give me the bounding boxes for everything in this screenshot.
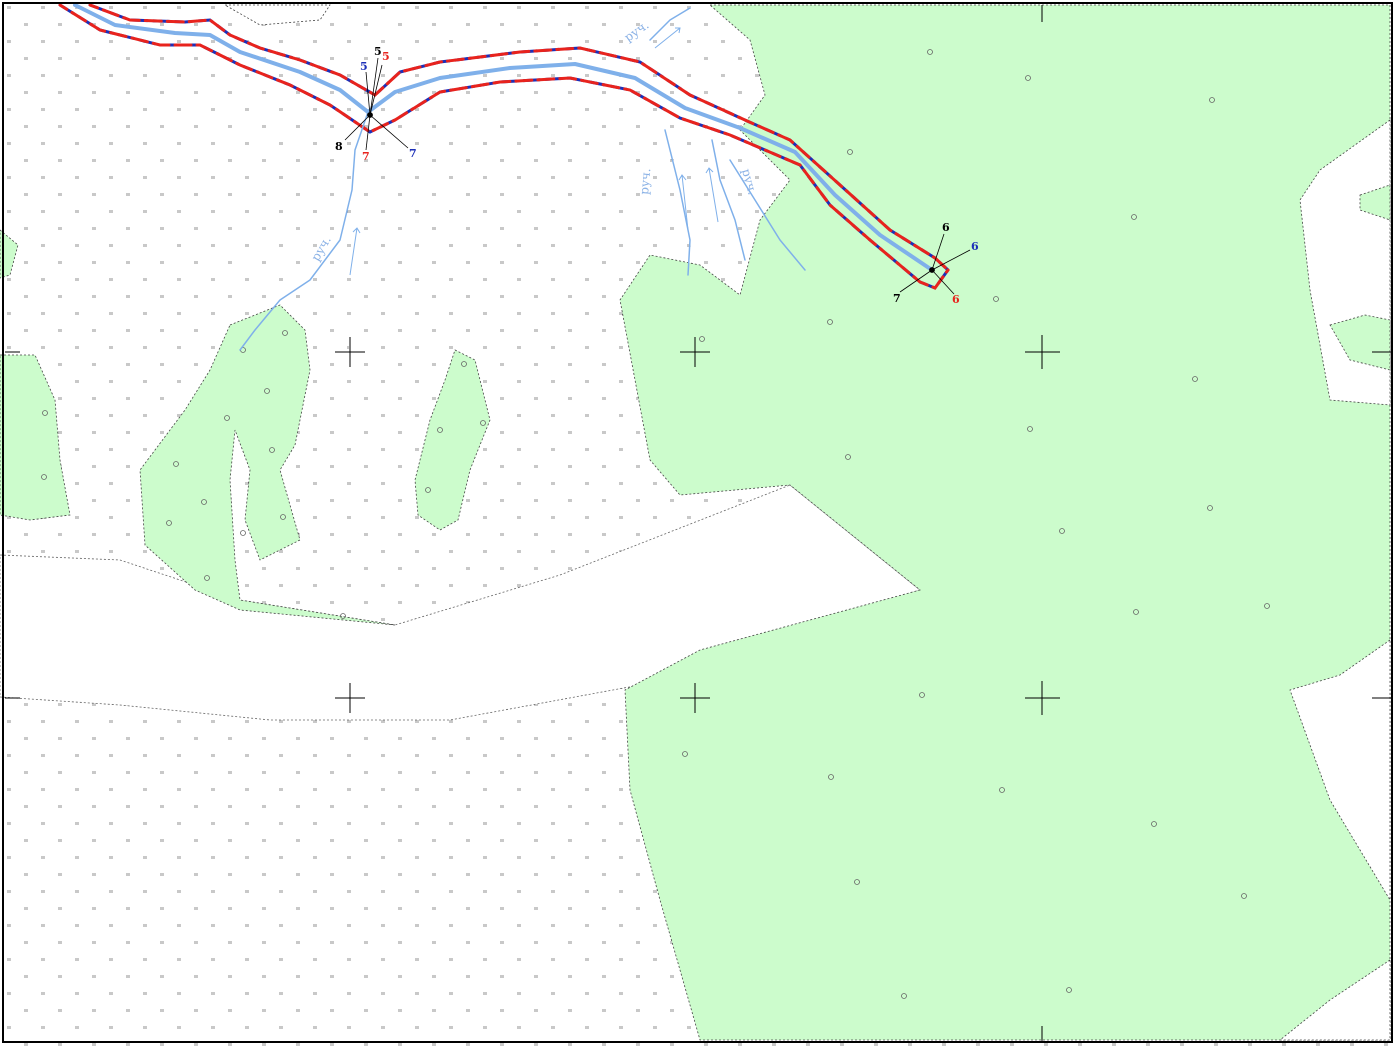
grid-cross-icons bbox=[5, 5, 1391, 1041]
forest-left bbox=[139, 304, 396, 626]
grid-cross-icon bbox=[1025, 681, 1060, 715]
clearing-right-3 bbox=[1278, 959, 1391, 1041]
marker-cluster-east bbox=[899, 233, 971, 295]
point-6-red: 6 bbox=[952, 293, 960, 306]
point-6-black: 6 bbox=[942, 221, 950, 234]
forest-symbols bbox=[41, 49, 1270, 999]
grid-cross-icon bbox=[335, 683, 365, 713]
arrow-top bbox=[654, 27, 681, 49]
point-5-red: 5 bbox=[382, 50, 390, 63]
forest-east bbox=[619, 4, 1391, 1041]
arrow-right-b bbox=[705, 167, 719, 223]
protection-zone bbox=[58, 3, 950, 290]
point-7-red: 7 bbox=[362, 150, 370, 163]
stream-label-right-b: руч. bbox=[739, 167, 759, 196]
main-stream bbox=[73, 3, 934, 272]
stream-label-right-a: руч. bbox=[637, 168, 653, 196]
tributary-right-c bbox=[729, 159, 806, 271]
arrow-left bbox=[349, 227, 361, 276]
streams bbox=[73, 3, 934, 351]
grid-cross-icon bbox=[680, 683, 710, 713]
clearing-corner bbox=[223, 4, 331, 26]
grid-cross-icon bbox=[335, 337, 365, 367]
marker-cluster-west bbox=[344, 57, 409, 151]
zone-outer-bottom-red bbox=[58, 3, 950, 290]
tributary-top bbox=[649, 7, 691, 41]
forest-patch-a bbox=[1359, 184, 1391, 221]
grid-cross-icon bbox=[680, 337, 710, 367]
arrow-right-a bbox=[678, 174, 689, 231]
stream-arrows bbox=[349, 27, 719, 276]
tributary-right-a bbox=[664, 129, 691, 276]
forest-west-0 bbox=[0, 229, 19, 279]
point-7-black: 7 bbox=[893, 292, 901, 305]
forest-west-1 bbox=[0, 354, 71, 521]
point-5-blue: 5 bbox=[360, 60, 368, 73]
forest-island bbox=[414, 349, 491, 531]
forest-patches-right bbox=[1329, 184, 1391, 371]
zone-outer-top-red bbox=[88, 3, 950, 272]
tributary-right-b bbox=[711, 139, 746, 261]
tributary-left bbox=[239, 111, 369, 351]
forest-patch-b bbox=[1329, 314, 1391, 371]
point-8-black: 8 bbox=[335, 140, 343, 153]
forest-areas bbox=[0, 4, 1391, 1041]
point-7-blue: 7 bbox=[409, 147, 417, 160]
clearing-right-2 bbox=[1289, 639, 1391, 902]
point-5-black: 5 bbox=[374, 45, 382, 58]
grid-tick bbox=[5, 5, 1391, 1041]
grid-cross-icon bbox=[1025, 335, 1060, 369]
point-6-blue: 6 bbox=[971, 240, 979, 253]
